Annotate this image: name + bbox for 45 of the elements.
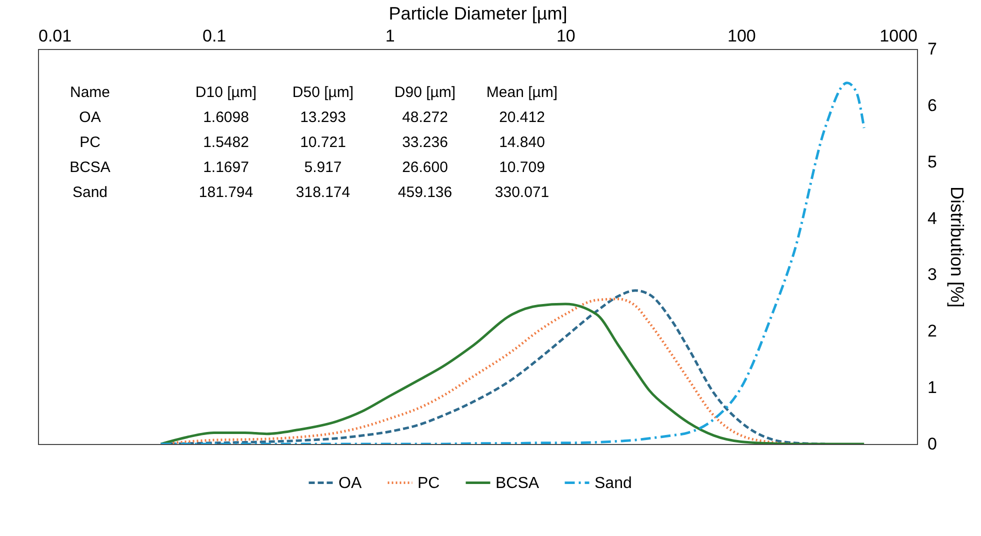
x-tick-label: 100 [728,26,756,46]
annotation: 10.721 [300,134,346,151]
y-tick-label: 5 [928,152,937,172]
annotation: D50 [µm] [292,84,354,101]
x-tick-label: 0.1 [202,26,226,46]
legend-label: BCSA [496,474,540,492]
legend-label: OA [338,474,362,492]
annotation: D90 [µm] [394,84,456,101]
annotation: D10 [µm] [195,84,257,101]
y-tick-label: 6 [928,96,937,115]
annotation: PC [80,134,101,151]
annotation: 459.136 [398,184,452,201]
x-axis-title: Particle Diameter [µm] [388,4,568,24]
annotation: 318.174 [296,184,350,201]
y-tick-label: 1 [928,378,937,398]
y-tick-label: 2 [928,322,937,341]
y-axis-title: Distribution [%] [946,186,967,308]
legend-label: Sand [594,474,632,492]
annotation: 26.600 [402,159,448,176]
annotation: Mean [µm] [486,84,558,101]
annotation: Sand [72,184,108,201]
annotation: 1.6098 [203,109,249,126]
y-tick-label: 3 [928,265,937,284]
annotation: 20.412 [499,109,545,126]
x-tick-label: 1000 [880,26,918,46]
annotation: 181.794 [198,184,254,201]
x-tick-label: 10 [556,26,576,46]
y-tick-label: 4 [928,208,937,228]
x-tick-label: 0.01 [38,26,72,46]
annotation: OA [79,109,101,126]
annotation: 10.709 [499,159,545,176]
annotation: 1.1697 [203,159,249,176]
y-tick-label: 7 [928,40,937,58]
annotation: BCSA [70,159,110,176]
legend-label: PC [418,474,440,492]
annotation: 14.840 [499,134,545,151]
annotation: 33.236 [402,134,448,151]
annotation: 1.5482 [203,134,249,151]
y-tick-label: 0 [928,434,937,454]
annotation: 330.071 [494,184,550,201]
annotation: 5.917 [304,159,342,176]
x-tick-label: 1 [385,26,395,46]
annotation: 13.293 [300,109,346,126]
annotation: 48.272 [402,109,448,126]
annotation: Name [70,84,110,101]
